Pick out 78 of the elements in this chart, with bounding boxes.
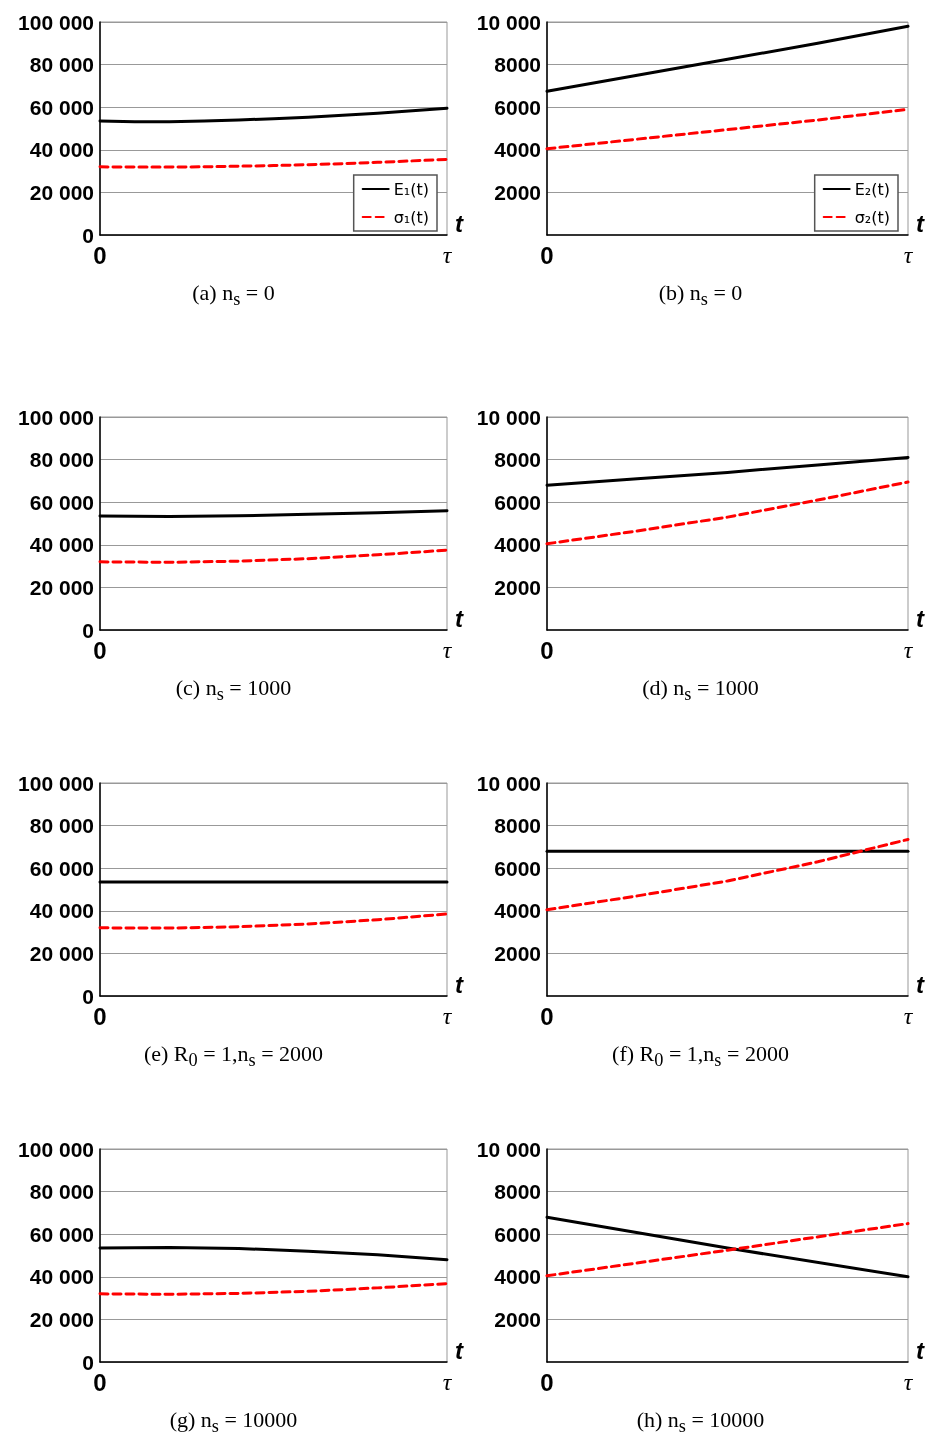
- y-tick-label: 100 000: [18, 405, 94, 429]
- y-tick-label: 4000: [494, 533, 541, 557]
- legend-label: σ₁(t): [393, 207, 429, 227]
- text: (h) n$_{s}$ = 10000: [635, 1407, 766, 1438]
- y-tick-label: 8000: [494, 1180, 541, 1204]
- x-tick-label: τ: [442, 1369, 453, 1395]
- x-tick-label: τ: [903, 637, 914, 663]
- y-tick-label: 40 000: [29, 899, 94, 923]
- x-axis-title: t: [916, 970, 925, 998]
- text: (d) n$_{s}$ = 1000: [641, 675, 760, 706]
- y-tick-label: 60 000: [29, 1222, 94, 1246]
- y-tick-label: 10 000: [476, 1137, 541, 1161]
- x-axis-title: t: [455, 970, 464, 998]
- y-tick-label: 6000: [494, 490, 541, 514]
- x-axis-title: t: [455, 604, 464, 632]
- y-tick-label: 8000: [494, 448, 541, 472]
- x-axis-title: t: [455, 209, 464, 237]
- y-tick-label: 6000: [494, 95, 541, 119]
- x-axis-title: t: [916, 1336, 925, 1364]
- y-tick-label: 100 000: [18, 10, 94, 34]
- line-series: [98, 548, 449, 564]
- y-tick-label: 2000: [494, 1307, 541, 1331]
- text: (a) n$_{s}$ = 0: [191, 280, 276, 311]
- text: (b) n$_{s}$ = 0: [657, 280, 744, 311]
- y-tick-label: 20 000: [29, 941, 94, 965]
- line-series: [98, 157, 449, 169]
- y-tick-label: 100 000: [18, 771, 94, 795]
- legend-label: σ₂(t): [854, 207, 890, 227]
- y-tick-label: 4000: [494, 1265, 541, 1289]
- y-tick-label: 20 000: [29, 180, 94, 204]
- y-tick-label: 20 000: [29, 1307, 94, 1331]
- x-tick-label: τ: [442, 242, 453, 268]
- y-tick-label: 60 000: [29, 856, 94, 880]
- y-tick-label: 60 000: [29, 490, 94, 514]
- line-series: [98, 1282, 449, 1296]
- x-tick-label: τ: [903, 1369, 914, 1395]
- y-tick-label: 0: [82, 1350, 94, 1374]
- line-series: [545, 837, 910, 912]
- y-tick-label: 0: [82, 984, 94, 1008]
- y-tick-label: 80 000: [29, 53, 94, 77]
- y-tick-label: 10 000: [476, 771, 541, 795]
- y-tick-label: 40 000: [29, 138, 94, 162]
- x-tick-label: τ: [903, 1003, 914, 1029]
- text: (f) R$_{0}$ = 1,n$_{s}$ = 2000: [611, 1041, 790, 1072]
- text: (c) n$_{s}$ = 1000: [174, 675, 293, 706]
- y-tick-label: 40 000: [29, 1265, 94, 1289]
- y-tick-label: 0: [82, 618, 94, 642]
- x-tick-label: τ: [903, 242, 914, 268]
- y-tick-label: 0: [82, 223, 94, 247]
- y-tick-label: 40 000: [29, 533, 94, 557]
- y-tick-label: 10 000: [476, 405, 541, 429]
- x-tick-label: τ: [442, 637, 453, 663]
- y-tick-label: 6000: [494, 1222, 541, 1246]
- y-tick-label: 4000: [494, 899, 541, 923]
- legend-label: E₂(t): [854, 179, 890, 199]
- y-tick-label: 6000: [494, 856, 541, 880]
- y-tick-label: 80 000: [29, 814, 94, 838]
- y-tick-label: 60 000: [29, 95, 94, 119]
- y-tick-label: 2000: [494, 941, 541, 965]
- text: (e) R$_{0}$ = 1,n$_{s}$ = 2000: [142, 1041, 325, 1072]
- y-tick-label: 80 000: [29, 448, 94, 472]
- x-axis-title: t: [916, 604, 925, 632]
- y-tick-label: 10 000: [476, 10, 541, 34]
- y-tick-label: 2000: [494, 575, 541, 599]
- y-tick-label: 100 000: [18, 1137, 94, 1161]
- y-tick-label: 2000: [494, 180, 541, 204]
- text: (g) n$_{s}$ = 10000: [168, 1407, 299, 1438]
- line-series: [98, 912, 449, 930]
- y-tick-label: 4000: [494, 138, 541, 162]
- x-axis-title: t: [455, 1336, 464, 1364]
- legend-label: E₁(t): [393, 179, 429, 199]
- x-tick-label: τ: [442, 1003, 453, 1029]
- y-tick-label: 20 000: [29, 575, 94, 599]
- line-series: [545, 480, 910, 546]
- y-tick-label: 80 000: [29, 1180, 94, 1204]
- y-tick-label: 8000: [494, 53, 541, 77]
- x-axis-title: t: [916, 209, 925, 237]
- y-tick-label: 8000: [494, 814, 541, 838]
